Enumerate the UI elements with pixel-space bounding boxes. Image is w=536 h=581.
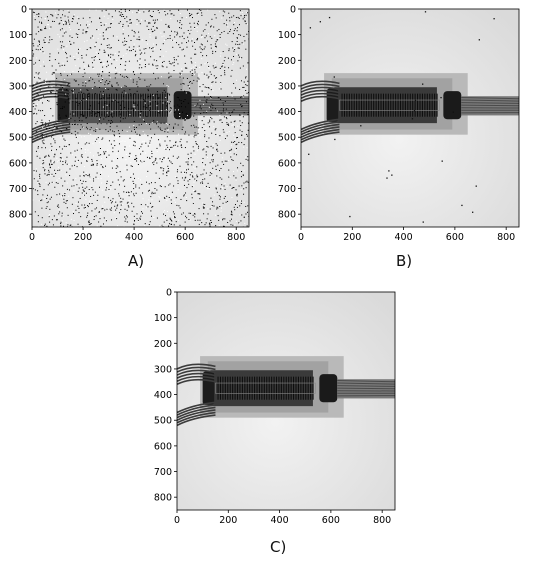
y-tick-label: 500 bbox=[154, 416, 172, 427]
x-tick-label: 800 bbox=[497, 232, 515, 243]
y-tick-label: 400 bbox=[154, 390, 172, 401]
device-end-cap-right bbox=[319, 374, 338, 403]
panel-c: 0 200 400 600 800 0 100 200 300 400 500 600 700 800 C… bbox=[143, 283, 413, 573]
y-tick-label: 400 bbox=[278, 107, 296, 118]
device-end-cap-right bbox=[443, 91, 462, 120]
caption-a: A) bbox=[128, 252, 145, 270]
device-end-cap-right bbox=[173, 91, 192, 120]
y-tick-label: 600 bbox=[9, 158, 27, 169]
x-tick-label: 200 bbox=[343, 232, 361, 243]
caption-b: B) bbox=[396, 252, 413, 270]
x-tick-label: 400 bbox=[125, 232, 143, 243]
caption-c: C) bbox=[270, 538, 287, 556]
y-tick-label: 600 bbox=[154, 441, 172, 452]
y-tick-label: 200 bbox=[154, 339, 172, 350]
x-tick-label: 400 bbox=[395, 232, 413, 243]
y-tick-label: 500 bbox=[278, 133, 296, 144]
panel-b: 0 200 400 600 800 0 100 200 300 400 500 600 700 800 B… bbox=[268, 0, 536, 280]
y-tick-label: 0 bbox=[290, 5, 296, 16]
y-tick-label: 100 bbox=[154, 313, 172, 324]
y-tick-label: 800 bbox=[278, 210, 296, 221]
y-tick-label: 700 bbox=[9, 184, 27, 195]
y-tick-label: 0 bbox=[166, 288, 172, 299]
x-tick-label: 200 bbox=[219, 515, 237, 526]
x-tick-label: 600 bbox=[176, 232, 194, 243]
y-tick-label: 200 bbox=[278, 56, 296, 67]
y-tick-label: 800 bbox=[154, 493, 172, 504]
y-tick-label: 200 bbox=[9, 56, 27, 67]
y-tick-label: 700 bbox=[154, 467, 172, 478]
y-tick-label: 100 bbox=[278, 30, 296, 41]
y-tick-label: 700 bbox=[278, 184, 296, 195]
x-tick-label: 0 bbox=[29, 232, 35, 243]
y-tick-label: 0 bbox=[21, 5, 27, 16]
x-tick-label: 0 bbox=[298, 232, 304, 243]
axes-frame bbox=[176, 291, 396, 511]
y-tick-label: 300 bbox=[9, 81, 27, 92]
y-tick-label: 500 bbox=[9, 133, 27, 144]
panel-a: 0 200 400 600 800 0 100 200 300 400 500 600 700 800 A… bbox=[0, 0, 260, 280]
axes-frame bbox=[31, 8, 250, 228]
x-tick-label: 200 bbox=[74, 232, 92, 243]
y-tick-label: 300 bbox=[154, 364, 172, 375]
x-tick-label: 600 bbox=[446, 232, 464, 243]
x-tick-label: 800 bbox=[227, 232, 245, 243]
x-tick-label: 600 bbox=[322, 515, 340, 526]
y-tick-label: 100 bbox=[9, 30, 27, 41]
x-tick-label: 0 bbox=[174, 515, 180, 526]
y-tick-label: 300 bbox=[278, 81, 296, 92]
y-tick-label: 800 bbox=[9, 210, 27, 221]
x-tick-label: 400 bbox=[271, 515, 289, 526]
y-tick-label: 400 bbox=[9, 107, 27, 118]
y-tick-label: 600 bbox=[278, 158, 296, 169]
x-tick-label: 800 bbox=[373, 515, 391, 526]
axes-frame bbox=[300, 8, 520, 228]
